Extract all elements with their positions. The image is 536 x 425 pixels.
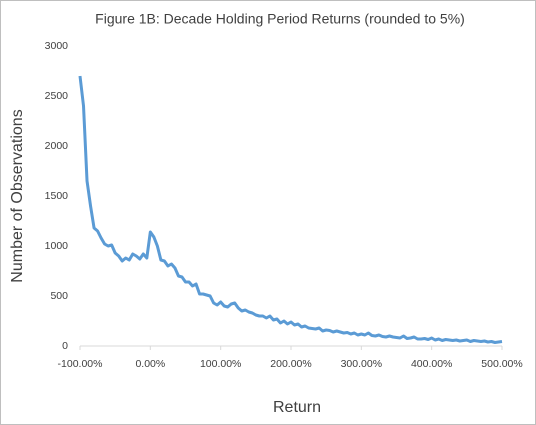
y-axis-label: Number of Observations (9, 109, 26, 282)
x-tick-label: 500.00% (481, 358, 522, 370)
x-tick-label: 200.00% (270, 358, 311, 370)
x-tick-label: 400.00% (411, 358, 452, 370)
y-tick-label: 1500 (45, 190, 69, 202)
y-tick-label: 500 (50, 290, 68, 302)
y-tick-label: 3000 (45, 40, 69, 52)
y-tick-label: 2000 (45, 140, 69, 152)
y-tick-label: 1000 (45, 240, 69, 252)
x-tick-label: 300.00% (341, 358, 382, 370)
y-tick-label: 0 (62, 340, 68, 352)
x-tick-label: 0.00% (135, 358, 165, 370)
data-line (78, 75, 503, 344)
x-tick-label: -100.00% (58, 358, 103, 370)
chart-title: Figure 1B: Decade Holding Period Returns… (95, 11, 465, 27)
x-tick-label: 100.00% (200, 358, 241, 370)
x-axis-label: Return (273, 399, 321, 416)
y-tick-label: 2500 (45, 90, 69, 102)
